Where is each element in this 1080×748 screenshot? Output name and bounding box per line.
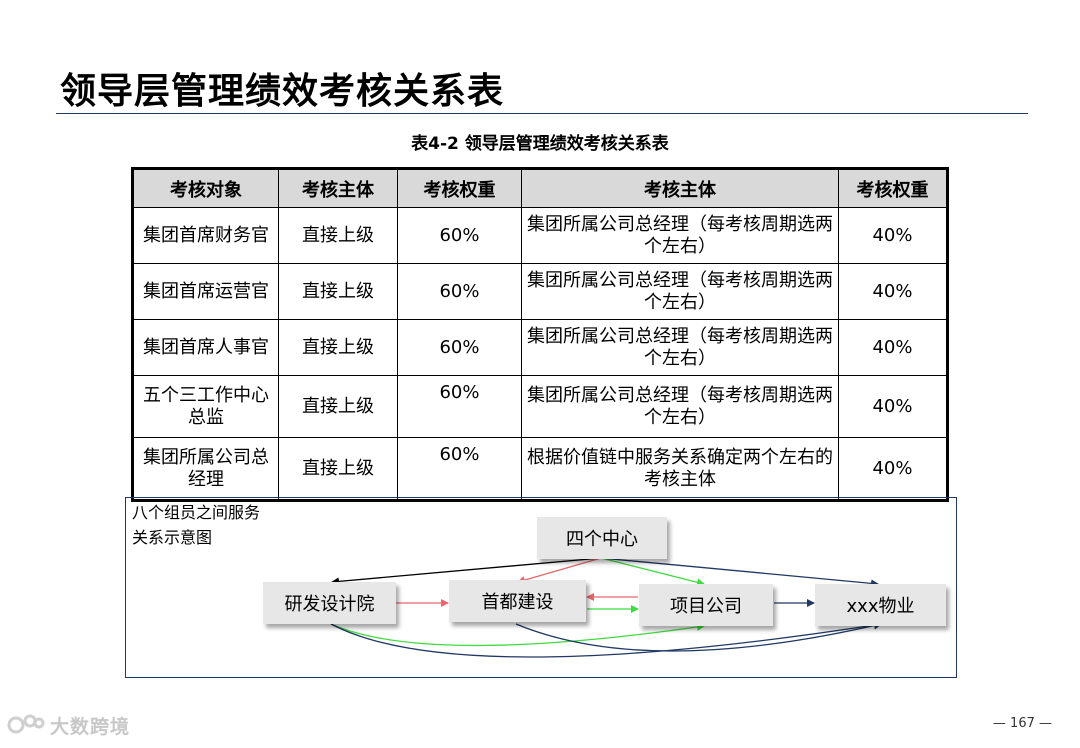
node-design-institute: 研发设计院 — [263, 582, 396, 624]
header-weight-2: 考核权重 — [838, 168, 948, 208]
cell-object: 五个三工作中心总监 — [132, 375, 279, 438]
cell-weight-2: 40% — [838, 207, 948, 264]
table-header-row: 考核对象 考核主体 考核权重 考核主体 考核权重 — [132, 168, 948, 208]
table-caption: 表4-2 领导层管理绩效考核关系表 — [411, 134, 669, 154]
page-title: 领导层管理绩效考核关系表 — [60, 71, 505, 112]
cell-subject-2: 集团所属公司总经理（每考核周期选两个左右） — [521, 263, 839, 320]
cell-weight-2: 40% — [838, 437, 948, 501]
table-row: 集团首席运营官 直接上级 60% 集团所属公司总经理（每考核周期选两个左右） 4… — [132, 263, 948, 320]
cell-weight-2: 40% — [838, 319, 948, 376]
table-row: 集团首席人事官 直接上级 60% 集团所属公司总经理（每考核周期选两个左右） 4… — [132, 319, 948, 376]
watermark-text: 大数跨境 — [50, 716, 131, 738]
cell-subject-1: 直接上级 — [278, 263, 398, 320]
performance-table: 考核对象 考核主体 考核权重 考核主体 考核权重 集团首席财务官 直接上级 60… — [131, 167, 949, 502]
arrow-construction-to-property-curve — [515, 621, 882, 652]
cell-subject-2: 集团所属公司总经理（每考核周期选两个左右） — [521, 319, 839, 376]
cell-subject-2: 集团所属公司总经理（每考核周期选两个左右） — [521, 207, 839, 264]
cell-subject-1: 直接上级 — [278, 437, 398, 501]
service-relationship-diagram: 八个组员之间服务 关系示意图 — [125, 497, 957, 678]
cell-weight-2: 40% — [838, 263, 948, 320]
cell-subject-2: 根据价值链中服务关系确定两个左右的考核主体 — [521, 437, 839, 501]
header-subject-2: 考核主体 — [521, 168, 839, 208]
cell-weight-1: 60% — [397, 263, 522, 320]
diagram-label-line-2: 关系示意图 — [132, 528, 213, 547]
diagram-arrows — [330, 557, 882, 658]
header-weight-1: 考核权重 — [397, 168, 522, 208]
table-row: 集团首席财务官 直接上级 60% 集团所属公司总经理（每考核周期选两个左右） 4… — [132, 207, 948, 264]
cell-subject-1: 直接上级 — [278, 375, 398, 438]
node-capital-construction: 首都建设 — [449, 580, 586, 622]
arrow-center-to-construction — [517, 557, 602, 584]
cell-subject-1: 直接上级 — [278, 207, 398, 264]
table-row: 五个三工作中心总监 直接上级 60% 集团所属公司总经理（每考核周期选两个左右）… — [132, 375, 948, 438]
diagram-label-line-1: 八个组员之间服务 — [132, 503, 261, 522]
arrow-center-to-design — [331, 557, 602, 586]
cell-object: 集团所属公司总经理 — [132, 437, 279, 501]
cell-subject-2: 集团所属公司总经理（每考核周期选两个左右） — [521, 375, 839, 438]
node-four-centers: 四个中心 — [537, 517, 667, 559]
watermark-logo-icon — [7, 714, 45, 734]
cell-object: 集团首席运营官 — [132, 263, 279, 320]
diagram-label: 八个组员之间服务 关系示意图 — [132, 500, 260, 550]
node-property: xxx物业 — [815, 584, 946, 626]
arrow-design-to-project-curve — [330, 623, 705, 647]
cell-subject-1: 直接上级 — [278, 319, 398, 376]
header-object: 考核对象 — [132, 168, 279, 208]
cell-object: 集团首席人事官 — [132, 319, 279, 376]
page-number: — 167 — — [992, 716, 1052, 731]
cell-weight-2: 40% — [838, 375, 948, 438]
arrow-center-to-project — [600, 557, 705, 587]
cell-object: 集团首席财务官 — [132, 207, 279, 264]
title-divider — [56, 113, 1028, 114]
cell-weight-1: 60% — [397, 207, 522, 264]
arrow-center-to-property — [600, 557, 879, 588]
arrow-design-to-property-curve — [330, 621, 882, 658]
cell-weight-1: 60% — [397, 437, 522, 501]
cell-weight-1: 60% — [397, 319, 522, 376]
header-subject-1: 考核主体 — [278, 168, 398, 208]
node-project-company: 项目公司 — [639, 584, 773, 626]
table-row: 集团所属公司总经理 直接上级 60% 根据价值链中服务关系确定两个左右的考核主体… — [132, 437, 948, 501]
cell-weight-1: 60% — [397, 375, 522, 438]
